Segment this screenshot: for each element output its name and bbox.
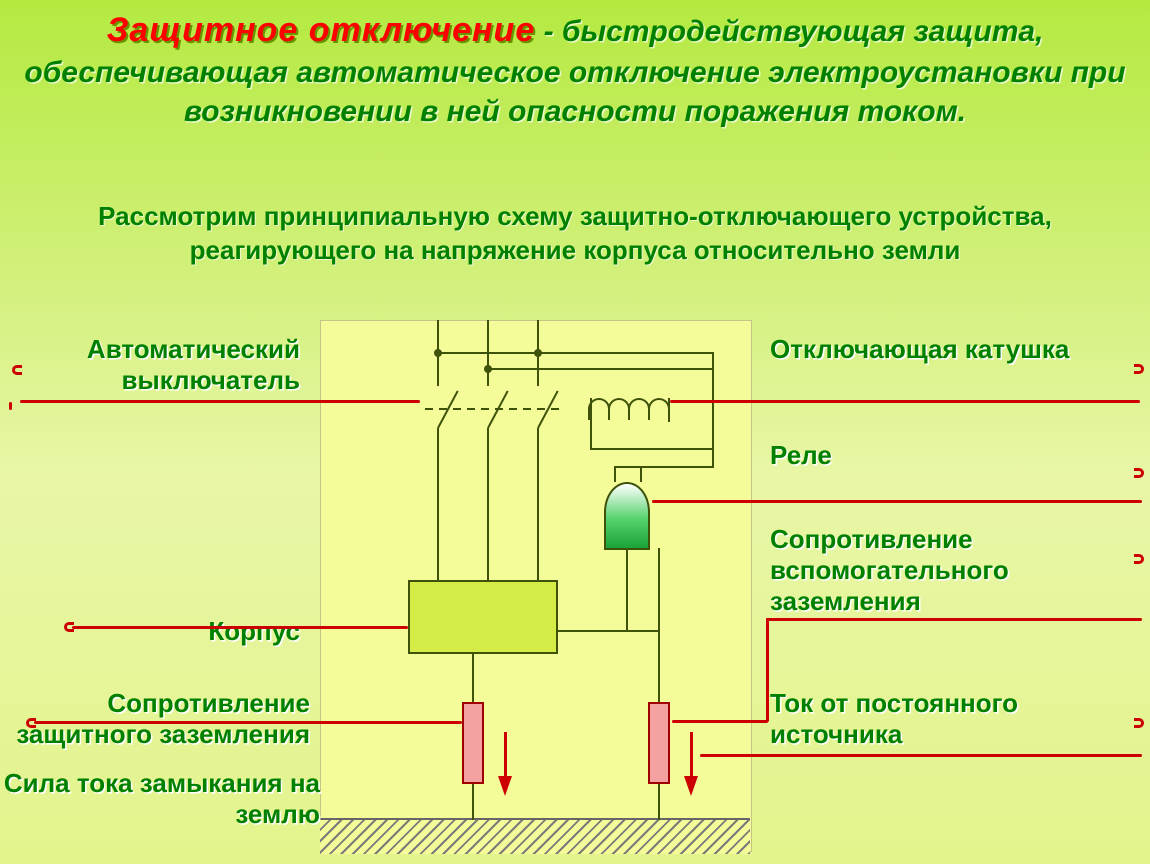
ground-hatch (320, 818, 750, 854)
wire (626, 630, 660, 632)
wire (472, 784, 474, 820)
junction-dot (534, 349, 542, 357)
wire (658, 630, 660, 702)
wire (626, 548, 628, 630)
conn (72, 626, 408, 629)
relay (604, 482, 650, 550)
wire (590, 420, 592, 448)
junction-dot (434, 349, 442, 357)
title: Защитное отключение - быстродействующая … (20, 8, 1130, 132)
resistor-aux (648, 702, 670, 784)
conn (1134, 364, 1144, 374)
label-case: Корпус (0, 616, 300, 647)
conn (672, 720, 768, 723)
wire (472, 654, 474, 702)
conn (700, 754, 1142, 757)
conn (766, 618, 769, 722)
switch-link (425, 408, 565, 410)
conn (34, 721, 462, 724)
wire (590, 398, 592, 422)
conn (652, 500, 1142, 503)
wire (658, 548, 660, 630)
wire (437, 428, 439, 580)
wire (712, 352, 714, 468)
label-coil: Отключающая катушка (770, 334, 1150, 365)
conn (670, 400, 1140, 403)
label-raux: Сопротивление вспомогательного заземлени… (770, 524, 1150, 618)
title-term: Защитное отключение (107, 11, 536, 49)
wire (640, 448, 714, 450)
conn (1134, 554, 1144, 564)
wire (487, 428, 489, 580)
arrow-fault-current (504, 732, 507, 777)
conn (766, 618, 1142, 621)
label-ifault: Сила тока замыкания на землю (0, 768, 320, 830)
wire (437, 352, 675, 354)
trip-coil (590, 398, 670, 420)
label-breaker: Автоматический выключатель (0, 334, 300, 396)
arrow-dc-source (684, 776, 698, 796)
wire (658, 784, 660, 820)
subheading: Рассмотрим принципиальную схему защитно-… (30, 200, 1120, 268)
resistor-protective (462, 702, 484, 784)
arrow-fault-current (498, 776, 512, 796)
arrow-dc-source (690, 732, 693, 777)
junction-dot (484, 365, 492, 373)
conn (20, 400, 420, 403)
wire (614, 466, 714, 468)
conn (1134, 468, 1144, 478)
wire (558, 630, 628, 632)
wire (673, 352, 713, 354)
wire (537, 428, 539, 580)
label-relay: Реле (770, 440, 1150, 471)
conn (1134, 718, 1144, 728)
label-rprot: Сопротивление защитного заземления (0, 688, 310, 750)
wire (614, 466, 616, 482)
label-idc: Ток от постоянного источника (770, 688, 1150, 750)
conn (12, 365, 22, 375)
wire (640, 466, 642, 482)
wire (487, 368, 713, 370)
conn (9, 402, 12, 410)
case-box (408, 580, 558, 654)
wire (590, 448, 640, 450)
